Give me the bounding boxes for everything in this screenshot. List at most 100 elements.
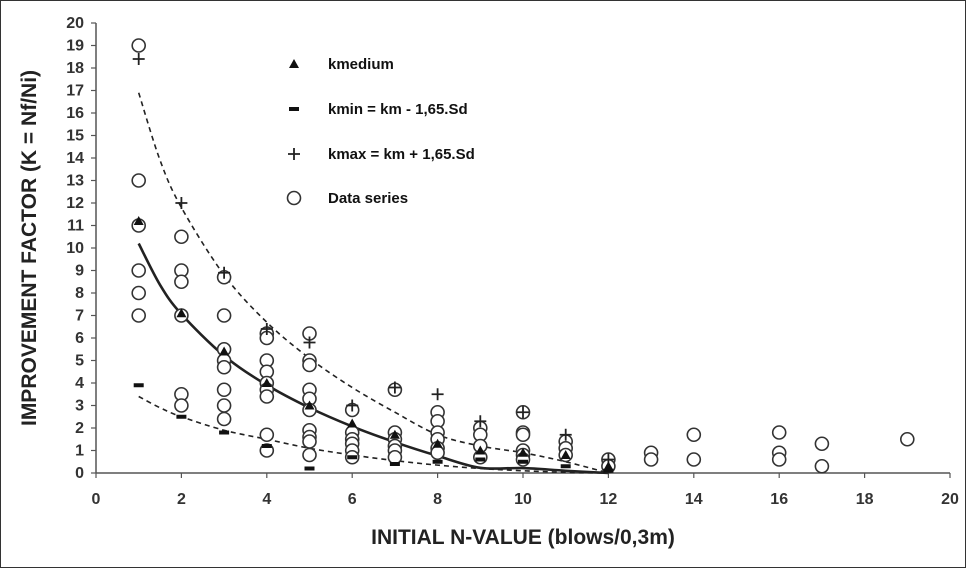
dash-point xyxy=(475,457,486,462)
circle-point xyxy=(899,431,915,447)
x-tick-label: 12 xyxy=(600,491,618,508)
circle-point xyxy=(216,308,232,323)
plus-point xyxy=(218,266,231,279)
circle-point xyxy=(131,38,146,53)
circle-point xyxy=(771,452,787,467)
y-tick-label: 2 xyxy=(75,420,84,437)
y-tick-label: 3 xyxy=(75,398,84,415)
y-tick-label: 5 xyxy=(75,353,84,370)
y-tick-label: 19 xyxy=(66,38,84,55)
triangle-point xyxy=(518,447,528,457)
x-tick-label: 2 xyxy=(177,491,186,508)
circle-point xyxy=(302,434,317,449)
x-tick-label: 20 xyxy=(941,491,959,508)
circle-point xyxy=(131,308,146,323)
circle-point xyxy=(259,427,275,443)
dash-point xyxy=(518,459,528,464)
dash-point xyxy=(133,383,144,388)
dash-point xyxy=(603,468,614,473)
plus-point xyxy=(474,415,487,428)
circle-point xyxy=(643,452,659,467)
data-marks xyxy=(131,38,915,474)
legend-label: kmedium xyxy=(328,56,394,73)
triangle-point xyxy=(347,418,358,428)
legend-label: kmax = km + 1,65.Sd xyxy=(328,146,475,163)
dash-point xyxy=(261,444,272,448)
circle-point xyxy=(771,425,787,440)
y-tick-label: 14 xyxy=(66,150,84,167)
plus-point xyxy=(559,428,572,441)
legend-label: Data series xyxy=(328,190,408,207)
x-axis-title: INITIAL N-VALUE (blows/0,3m) xyxy=(371,526,675,549)
kmedium-curve xyxy=(137,242,609,475)
y-tick-label: 9 xyxy=(75,263,84,280)
legend-triangle-marker xyxy=(289,59,299,68)
x-tick-label: 8 xyxy=(433,491,442,508)
y-tick-label: 17 xyxy=(66,83,84,100)
triangle-point xyxy=(389,429,400,439)
plus-point xyxy=(260,323,273,335)
circle-point xyxy=(814,458,830,474)
x-tick-label: 4 xyxy=(262,491,271,508)
circle-point xyxy=(302,357,317,373)
x-tick-label: 6 xyxy=(348,491,357,508)
y-tick-label: 15 xyxy=(66,128,84,145)
plus-point xyxy=(132,53,145,65)
circle-point xyxy=(131,263,146,278)
circle-point xyxy=(131,285,146,301)
y-axis-title: IMPROVEMENT FACTOR (K = Nf/Ni) xyxy=(18,70,41,426)
triangle-point xyxy=(475,445,486,455)
circle-point xyxy=(174,229,189,245)
y-tick-label: 18 xyxy=(66,60,84,77)
legend-circle-marker xyxy=(286,190,302,206)
x-axis-ticks: 0 2 4 6 8 10 12 14 16 18 20 xyxy=(92,473,959,508)
y-tick-label: 7 xyxy=(75,308,84,325)
dash-point xyxy=(176,414,187,419)
circle-point xyxy=(259,389,275,404)
x-tick-label: 10 xyxy=(514,491,532,508)
triangle-point xyxy=(304,400,315,410)
legend-plus-marker xyxy=(288,148,300,160)
y-tick-label: 4 xyxy=(75,375,84,392)
circle-point xyxy=(686,427,702,443)
dash-point xyxy=(560,464,571,469)
x-tick-label: 16 xyxy=(770,491,788,508)
y-tick-label: 12 xyxy=(66,195,84,212)
plus-point xyxy=(346,399,359,412)
dash-point xyxy=(389,462,400,466)
y-tick-label: 6 xyxy=(75,330,84,347)
circle-point xyxy=(515,427,531,443)
y-tick-label: 16 xyxy=(66,105,84,122)
circle-point xyxy=(216,382,232,398)
circle-point xyxy=(387,449,403,465)
dash-point xyxy=(432,459,443,464)
triangle-point xyxy=(176,308,187,318)
circle-point xyxy=(430,445,445,461)
triangle-point xyxy=(219,346,230,356)
triangle-point xyxy=(133,216,144,225)
circle-point xyxy=(174,398,189,413)
y-tick-label: 20 xyxy=(66,15,84,32)
triangle-point xyxy=(560,450,571,459)
y-tick-label: 8 xyxy=(75,285,84,302)
y-tick-label: 10 xyxy=(66,240,84,257)
circle-point xyxy=(216,398,232,413)
triangle-point xyxy=(603,461,614,471)
plus-point xyxy=(388,381,401,394)
plus-point xyxy=(517,406,529,419)
triangle-point xyxy=(432,438,443,448)
circle-point xyxy=(814,436,830,452)
dash-point xyxy=(219,430,230,435)
legend-label: kmin = km - 1,65.Sd xyxy=(328,101,468,118)
triangle-point xyxy=(261,378,272,387)
legend-dash-marker xyxy=(289,107,299,111)
y-tick-label: 1 xyxy=(75,443,84,460)
x-tick-label: 0 xyxy=(92,491,101,508)
circle-point xyxy=(686,452,702,467)
circle-point xyxy=(216,411,232,427)
circle-point xyxy=(216,359,232,375)
plus-point xyxy=(175,197,188,209)
